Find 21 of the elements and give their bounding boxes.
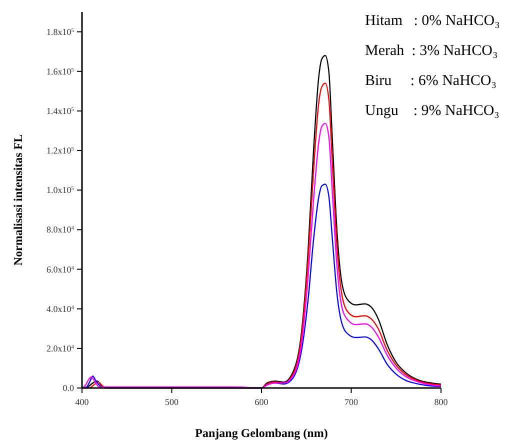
y-tick-label: 1.8x10$^{5}$	[46, 26, 74, 37]
x-tick-label: 400	[75, 397, 90, 407]
x-tick-label: 500	[165, 397, 179, 407]
y-tick-label: 2.0x10$^{4}$	[46, 343, 74, 354]
annotation: Merah : 3% NaHCO₃	[365, 43, 498, 59]
annotation: Hitam : 0% NaHCO₃	[365, 13, 500, 29]
x-tick-label: 800	[434, 397, 448, 407]
y-tick-label: 8.0x10$^{4}$	[46, 224, 74, 235]
x-axis-title: Panjang Gelombang (nm)	[195, 426, 328, 440]
y-tick-label: 1.6x10$^{5}$	[46, 66, 74, 76]
x-tick-label: 700	[344, 397, 358, 407]
y-tick-label: 1.2x10$^{5}$	[46, 146, 74, 156]
x-tick-label: 600	[254, 397, 269, 407]
y-tick-label: 0.0	[62, 383, 74, 393]
y-tick-label: 6.0x10$^{4}$	[46, 264, 74, 274]
y-tick-label: 1.4x10$^{5}$	[46, 106, 74, 116]
y-axis-title: Normalisasi intensitas FL	[11, 134, 25, 266]
annotation: Ungu : 9% NaHCO₃	[365, 103, 500, 119]
annotation: Biru : 6% NaHCO₃	[365, 73, 496, 89]
y-tick-label: 1.0x10$^{5}$	[46, 185, 74, 196]
y-tick-label: 4.0x10$^{4}$	[46, 304, 74, 314]
